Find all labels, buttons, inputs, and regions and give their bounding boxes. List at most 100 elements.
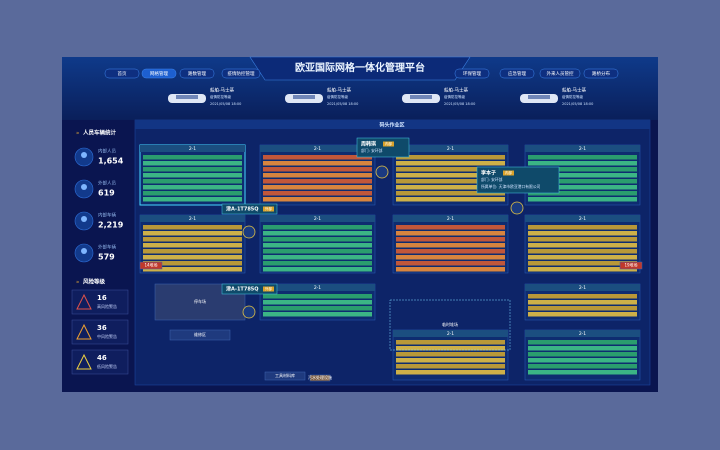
stripe: [528, 243, 637, 248]
popup-line: 部门: 安环部: [481, 177, 503, 182]
stripe: [263, 267, 372, 272]
stripe: [528, 358, 637, 363]
nav-tab[interactable]: [583, 68, 619, 79]
stripe: [396, 261, 505, 266]
ship-info: 疫情防控等级: [210, 94, 231, 99]
stripe: [263, 237, 372, 242]
stripe: [528, 249, 637, 254]
nav-tab[interactable]: [539, 68, 581, 79]
nav-tab[interactable]: [499, 68, 535, 79]
ship-name: 船舶-马士基: [562, 87, 587, 94]
plate: 津A-1T785Q: [226, 286, 259, 293]
block-label: 2-1: [447, 216, 454, 222]
nav-label: 环保管理: [463, 70, 481, 77]
person: [375, 165, 389, 179]
tag: [263, 286, 274, 292]
stripe: [396, 364, 505, 369]
ship-name: 船舶-马士基: [444, 87, 469, 94]
plate-card: [221, 283, 278, 295]
stripe: [143, 191, 242, 196]
risk-value: 46: [97, 354, 107, 362]
stripe: [528, 370, 637, 375]
stripe: [263, 306, 372, 311]
stripe: [396, 243, 505, 248]
block-header: [260, 284, 375, 291]
nav-tab[interactable]: [221, 68, 261, 79]
stripe: [263, 312, 372, 317]
ship-time: 2021/05/08 18:00: [562, 102, 593, 106]
stripe: [263, 225, 372, 230]
nav-label: 疫情防控管理: [228, 70, 255, 77]
stripe: [528, 267, 637, 272]
block-header: [525, 330, 640, 337]
stripe: [263, 179, 372, 184]
nav-tab[interactable]: [179, 68, 215, 79]
block-label: 2-1: [314, 285, 321, 291]
block-label: 2-1: [189, 146, 196, 152]
nav-label: 网格管理: [150, 70, 168, 77]
stripe: [528, 255, 637, 260]
area: [619, 261, 643, 270]
stat-icon-core: [81, 184, 87, 190]
area-label: 维修区: [194, 331, 206, 337]
stripe: [143, 161, 242, 166]
nav-tab[interactable]: [104, 68, 140, 79]
stripe: [263, 167, 372, 172]
stripe: [143, 267, 242, 272]
stripe: [396, 167, 505, 172]
stripe: [263, 249, 372, 254]
stat-icon-core: [81, 152, 87, 158]
stripe: [528, 191, 637, 196]
nav-label: 首页: [118, 70, 127, 77]
stripe: [263, 243, 372, 248]
car: [242, 225, 256, 239]
block-label: 2-1: [579, 331, 586, 337]
person: [510, 201, 524, 215]
block-label: 2-1: [314, 146, 321, 152]
area-label: 14堆场: [144, 262, 157, 268]
stripe: [396, 358, 505, 363]
stripe: [396, 249, 505, 254]
stat-value: 619: [98, 189, 115, 198]
stripe: [263, 185, 372, 190]
stripe: [143, 179, 242, 184]
nav-tab[interactable]: [454, 68, 490, 79]
stripe: [263, 231, 372, 236]
stat-value: 1,654: [98, 157, 124, 166]
stripe: [396, 370, 505, 375]
risk-icon: [76, 323, 92, 340]
ship-time: 2021/05/08 18:00: [444, 102, 475, 106]
area: [309, 374, 331, 382]
stripe: [528, 306, 637, 311]
area: [139, 261, 163, 270]
stripe: [528, 300, 637, 305]
stripe: [263, 261, 372, 266]
area-label: 污水处理设施: [308, 374, 332, 380]
ship-deck: [293, 95, 315, 99]
risk-label: 高风险警告: [97, 303, 117, 309]
block-label: 2-1: [314, 216, 321, 222]
block-header: [260, 215, 375, 222]
stripe: [528, 173, 637, 178]
stripe: [263, 255, 372, 260]
nav-tab[interactable]: [141, 68, 177, 79]
stat-icon-core: [81, 216, 87, 222]
stripe: [396, 255, 505, 260]
stripe: [528, 197, 637, 202]
stripe: [396, 225, 505, 230]
stripe: [143, 167, 242, 172]
risk-card: [71, 319, 129, 345]
risk-value: 36: [97, 324, 107, 332]
risk-title: 风险等级: [83, 278, 106, 286]
stat-value: 579: [98, 253, 115, 262]
stripe: [396, 155, 505, 160]
stripe: [396, 197, 505, 202]
tag: [503, 170, 514, 176]
stripe: [143, 173, 242, 178]
plate-card: [221, 203, 278, 215]
risk-value: 16: [97, 294, 107, 302]
nav-label: 应急管理: [508, 70, 526, 77]
chevron: »: [76, 280, 79, 286]
stripe: [528, 185, 637, 190]
